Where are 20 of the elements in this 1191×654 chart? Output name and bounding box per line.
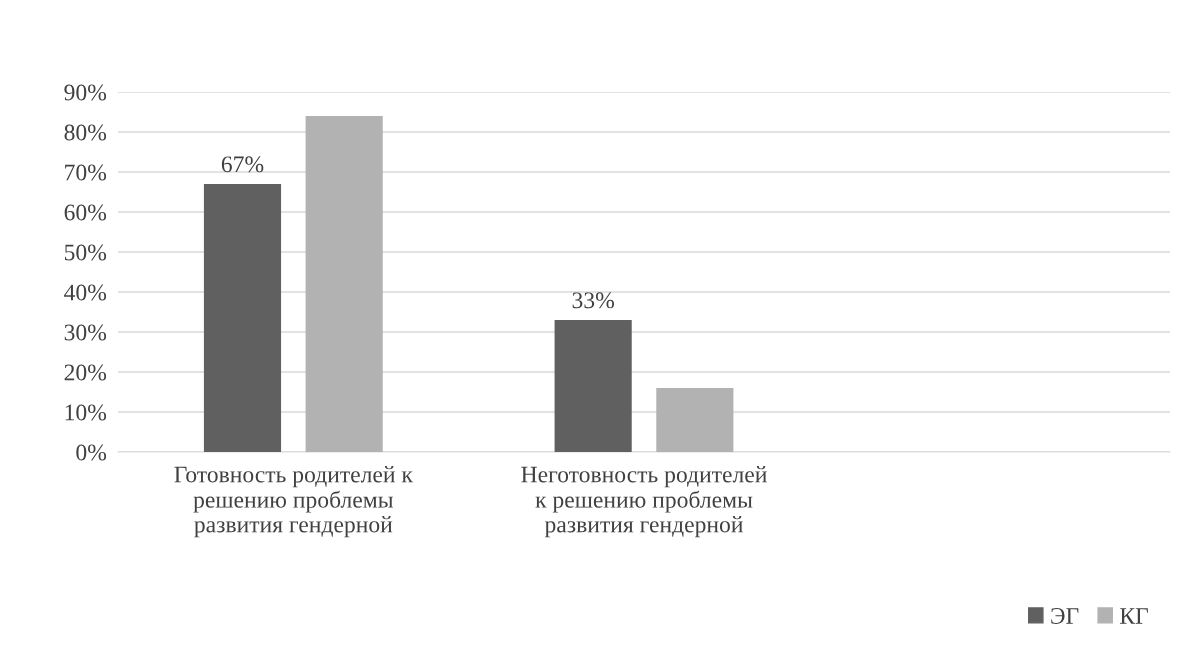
y-tick-label: 40% (64, 284, 107, 301)
y-tick-label: 10% (65, 404, 107, 421)
legend-label: ЭГ (1051, 608, 1079, 624)
y-tick-label: 20% (64, 364, 107, 381)
y-tick-label: 90% (64, 84, 107, 101)
x-tick-label: Неготовность родителей к решению проблемы развития гендерной (521, 466, 767, 538)
legend-label: КГ (1120, 608, 1148, 624)
bar (305, 116, 383, 452)
bar (554, 320, 632, 452)
y-tick-label: 30% (64, 324, 107, 341)
y-tick-label: 50% (64, 244, 107, 261)
bar (656, 388, 734, 452)
y-tick-label: 60% (64, 204, 107, 221)
x-tick-label: Готовность родителей к решению проблемы развития гендерной (174, 466, 413, 538)
y-tick-label: 70% (65, 164, 107, 181)
data-label: 33% (572, 292, 614, 309)
data-label: 67% (221, 156, 264, 173)
bar (203, 184, 282, 452)
y-tick-label: 0% (76, 444, 107, 461)
y-tick-label: 80% (64, 124, 107, 141)
